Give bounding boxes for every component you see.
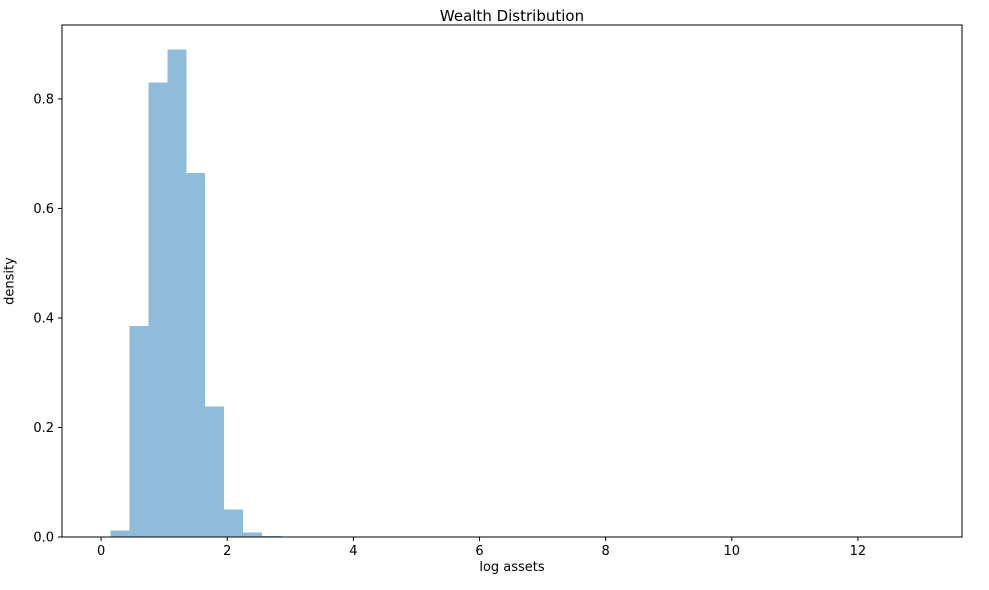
x-axis-label: log assets [479,560,545,575]
y-axis-label-text: density [2,257,18,305]
x-tick-label: 2 [223,544,231,559]
histogram-bar [110,530,130,537]
plot-spines [61,24,963,538]
x-axis: 0 2 4 6 8 10 12 [97,537,866,559]
y-tick-label: 0.4 [33,311,54,326]
x-tick-label: 4 [349,544,357,559]
histogram-bar [224,509,244,537]
histogram-bar [167,49,187,537]
x-tick-label: 8 [602,544,610,559]
y-tick-label: 0.8 [33,92,54,107]
x-tick-label: 10 [724,544,741,559]
histogram-bars [110,49,300,537]
histogram-bar [129,326,149,537]
histogram-bar [148,82,168,537]
y-tick-label: 0.0 [33,530,54,545]
histogram-bar [243,532,262,537]
y-tick-label: 0.2 [33,421,54,436]
histogram-bar [261,535,281,537]
chart-title: Wealth Distribution [439,7,585,25]
y-tick-label: 0.6 [33,202,54,217]
y-axis: 0.0 0.2 0.4 0.6 0.8 [33,92,62,545]
histogram-bar [186,172,206,537]
x-tick-label: 12 [850,544,867,559]
histogram-bar [205,406,225,537]
x-tick-label: 6 [475,544,483,559]
x-tick-label: 0 [97,544,105,559]
